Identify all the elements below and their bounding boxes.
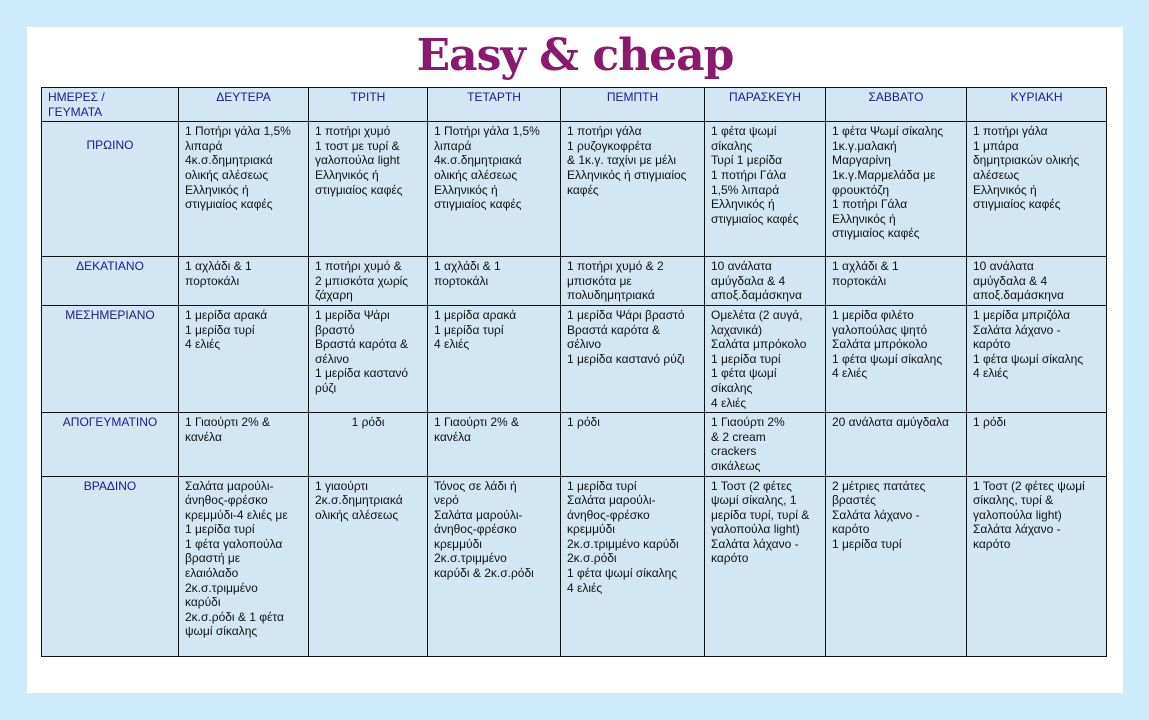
table-cell: 1 αχλάδι & 1 πορτοκάλι (825, 256, 967, 306)
meal-label-afternoon-snack: ΑΠΟΓΕΥΜΑΤΙΝΟ (41, 412, 179, 477)
table-cell: 1 Τοστ (2 φέτες ψωμί σίκαλης, τυρί & γαλ… (966, 475, 1107, 657)
table-cell: 1 ποτήρι χυμό & 2 μπισκότα χωρίς ζάχαρη (308, 256, 428, 306)
table-cell: 1 Γιαούρτι 2% & κανέλα (178, 412, 309, 477)
table-row: ΑΠΟΓΕΥΜΑΤΙΝΟ 1 Γιαούρτι 2% & κανέλα 1 ρό… (41, 412, 1107, 477)
table-cell: 1 μερίδα αρακά 1 μερίδα τυρί 4 ελιές (178, 304, 309, 414)
table-cell: 1 φέτα Ψωμί σίκαλης 1κ.γ.μαλακή Μαργαρίν… (825, 121, 967, 258)
table-cell: 1 μερίδα μπριζόλα Σαλάτα λάχανο - καρότο… (966, 304, 1107, 414)
day-header-friday: ΠΑΡΑΣΚΕΥΗ (704, 86, 826, 123)
table-row: ΒΡΑΔΙΝΟ Σαλάτα μαρούλι- άνηθος-φρέσκο κρ… (41, 475, 1107, 657)
table-cell: 1 αχλάδι & 1 πορτοκάλι (427, 256, 561, 306)
table-cell: 1 ποτήρι χυμό 1 τοστ με τυρί & γαλοπούλα… (308, 121, 428, 258)
corner-header: ΗΜΕΡΕΣ / ΓΕΥΜΑΤΑ (41, 86, 179, 123)
meal-label-breakfast: ΠΡΩΙΝΟ (41, 121, 179, 258)
meal-label-lunch: ΜΕΣΗΜΕΡΙΑΝΟ (41, 304, 179, 414)
table-cell: 1 Ποτήρι γάλα 1,5% λιπαρά 4κ.σ.δημητριακ… (178, 121, 309, 258)
table-row: ΠΡΩΙΝΟ 1 Ποτήρι γάλα 1,5% λιπαρά 4κ.σ.δη… (41, 121, 1107, 258)
table-cell: 10 ανάλατα αμύγδαλα & 4 αποξ.δαμάσκηνα (966, 256, 1107, 306)
meal-label-dinner: ΒΡΑΔΙΝΟ (41, 475, 179, 657)
day-header-saturday: ΣΑΒΒΑΤΟ (825, 86, 967, 123)
table-cell: 1 μερίδα φιλέτο γαλοπούλας ψητό Σαλάτα μ… (825, 304, 967, 414)
table-cell: Σαλάτα μαρούλι- άνηθος-φρέσκο κρεμμύδι-4… (178, 475, 309, 657)
table-cell: 1 ποτήρι χυμό & 2 μπισκότα με πολυδημητρ… (560, 256, 705, 306)
table-cell: 10 ανάλατα αμύγδαλα & 4 αποξ.δαμάσκηνα (704, 256, 826, 306)
table-cell: 1 Γιαούρτι 2% & κανέλα (427, 412, 561, 477)
table-cell: 2 μέτριες πατάτες βραστές Σαλάτα λάχανο … (825, 475, 967, 657)
meal-plan-table: ΗΜΕΡΕΣ / ΓΕΥΜΑΤΑ ΔΕΥΤΕΡΑ ΤΡΙΤΗ ΤΕΤΑΡΤΗ Π… (41, 86, 1107, 657)
day-header-wednesday: ΤΕΤΑΡΤΗ (427, 86, 561, 123)
table-cell: 1 μερίδα τυρί Σαλάτα μαρούλι- άνηθος-φρέ… (560, 475, 705, 657)
page-title: Easy & cheap (416, 30, 735, 81)
table-cell: 1 φέτα ψωμί σίκαλης Τυρί 1 μερίδα 1 ποτή… (704, 121, 826, 258)
day-header-thursday: ΠΕΜΠΤΗ (560, 86, 705, 123)
table-cell: 1 ρόδι (560, 412, 705, 477)
table-cell: 1 ποτήρι γάλα 1 μπάρα δημητριακών ολικής… (966, 121, 1107, 258)
day-header-monday: ΔΕΥΤΕΡΑ (178, 86, 309, 123)
table-cell: 1 ρόδι (308, 412, 428, 477)
table-cell: 20 ανάλατα αμύγδαλα (825, 412, 967, 477)
table-cell: 1 Τοστ (2 φέτες ψωμί σίκαλης, 1 μερίδα τ… (704, 475, 826, 657)
table-cell: 1 ρόδι (966, 412, 1107, 477)
table-cell: 1 μερίδα αρακά 1 μερίδα τυρί 4 ελιές (427, 304, 561, 414)
table-cell: Ομελέτα (2 αυγά, λαχανικά) Σαλάτα μπρόκο… (704, 304, 826, 414)
table-cell: 1 αχλάδι & 1 πορτοκάλι (178, 256, 309, 306)
table-cell: 1 μερίδα Ψάρι βραστό Βραστά καρότα & σέλ… (560, 304, 705, 414)
meal-plan-sheet: Easy & cheap ΗΜΕΡΕΣ / ΓΕΥΜΑΤΑ ΔΕΥΤΕΡΑ ΤΡ… (27, 27, 1123, 693)
meal-label-morning-snack: ΔΕΚΑΤΙΑΝΟ (41, 256, 179, 306)
table-row: ΜΕΣΗΜΕΡΙΑΝΟ 1 μερίδα αρακά 1 μερίδα τυρί… (41, 304, 1107, 414)
day-header-sunday: ΚΥΡΙΑΚΗ (966, 86, 1107, 123)
day-header-tuesday: ΤΡΙΤΗ (308, 86, 428, 123)
table-cell: 1 Ποτήρι γάλα 1,5% λιπαρά 4κ.σ.δημητριακ… (427, 121, 561, 258)
table-cell: 1 ποτήρι γάλα 1 ρυζογκοφρέτα & 1κ.γ. ταχ… (560, 121, 705, 258)
table-cell: 1 γιαούρτι 2κ.σ.δημητριακά ολικής αλέσεω… (308, 475, 428, 657)
header-row: ΗΜΕΡΕΣ / ΓΕΥΜΑΤΑ ΔΕΥΤΕΡΑ ΤΡΙΤΗ ΤΕΤΑΡΤΗ Π… (41, 86, 1107, 123)
table-cell: 1 μερίδα Ψάρι βραστό Βραστά καρότα & σέλ… (308, 304, 428, 414)
table-row: ΔΕΚΑΤΙΑΝΟ 1 αχλάδι & 1 πορτοκάλι 1 ποτήρ… (41, 256, 1107, 306)
table-cell: 1 Γιαούρτι 2% & 2 cream crackers σικάλεω… (704, 412, 826, 477)
table-cell: Τόνος σε λάδι ή νερό Σαλάτα μαρούλι- άνη… (427, 475, 561, 657)
